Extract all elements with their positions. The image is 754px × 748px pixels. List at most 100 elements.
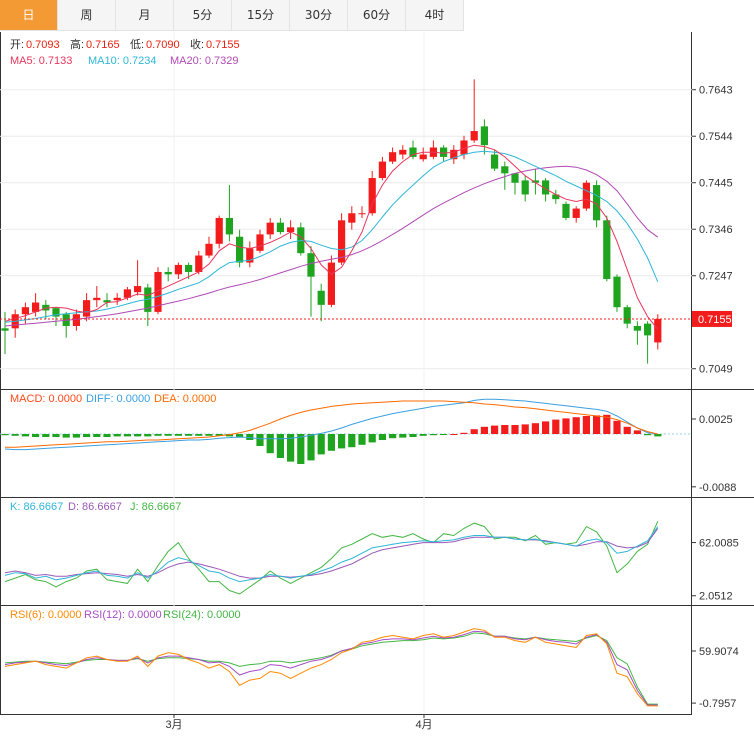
macd-bar	[521, 424, 529, 434]
candle[interactable]	[521, 180, 529, 195]
macd-bar	[429, 434, 437, 436]
candle[interactable]	[633, 325, 641, 331]
candle[interactable]	[603, 220, 611, 280]
candle[interactable]	[531, 180, 539, 183]
candle[interactable]	[654, 318, 662, 343]
candle[interactable]	[1, 328, 9, 331]
macd-bar	[113, 434, 121, 437]
tab-week[interactable]: 周	[58, 0, 116, 31]
candle[interactable]	[266, 222, 274, 235]
macd-bar	[531, 423, 539, 434]
macd-bar	[225, 434, 233, 437]
candle[interactable]	[562, 203, 570, 218]
candle[interactable]	[103, 300, 111, 303]
candle[interactable]	[21, 307, 29, 315]
low-label: 低:	[130, 38, 144, 51]
candle[interactable]	[154, 271, 162, 312]
candle[interactable]	[123, 289, 131, 298]
macd-bar	[154, 434, 162, 436]
candle[interactable]	[113, 297, 121, 301]
candle[interactable]	[174, 264, 182, 275]
rsi24-line	[4, 632, 658, 705]
tab-day[interactable]: 日	[0, 0, 58, 31]
candle[interactable]	[205, 243, 213, 256]
candle[interactable]	[83, 300, 91, 317]
macd-bar	[236, 434, 244, 438]
ma10-legend: MA10: 0.7234	[88, 55, 157, 67]
candle[interactable]	[93, 297, 101, 301]
tab-30min[interactable]: 30分	[290, 0, 348, 31]
candle[interactable]	[399, 149, 407, 155]
macd-bar	[378, 434, 386, 440]
macd-bar	[21, 434, 29, 437]
tab-5min[interactable]: 5分	[174, 0, 232, 31]
candle[interactable]	[256, 234, 264, 251]
candle[interactable]	[215, 217, 223, 244]
candle[interactable]	[552, 194, 560, 200]
tab-4hour[interactable]: 4时	[406, 0, 464, 31]
macd-bar	[389, 434, 397, 439]
candle[interactable]	[450, 149, 458, 160]
candle[interactable]	[327, 262, 335, 305]
tab-month[interactable]: 月	[116, 0, 174, 31]
candle[interactable]	[460, 140, 468, 155]
ma10-line	[4, 150, 659, 323]
candle[interactable]	[501, 166, 509, 174]
macd-bar	[276, 434, 284, 458]
candle[interactable]	[225, 217, 233, 235]
candle[interactable]	[389, 152, 397, 162]
candle[interactable]	[338, 220, 346, 263]
candle[interactable]	[164, 271, 172, 275]
candle[interactable]	[72, 314, 80, 326]
candle[interactable]	[572, 208, 580, 218]
candle[interactable]	[623, 307, 631, 324]
candle[interactable]	[644, 323, 652, 336]
current-price-label: 0.7155	[698, 314, 732, 326]
candle[interactable]	[613, 276, 621, 308]
candle[interactable]	[185, 264, 193, 272]
candle[interactable]	[52, 308, 60, 317]
rsi12-line	[4, 630, 658, 706]
candle[interactable]	[358, 213, 366, 215]
timeframe-tabs: 日 周 月 5分 15分 30分 60分 4时	[0, 0, 464, 32]
candle[interactable]	[440, 147, 448, 157]
candle[interactable]	[491, 154, 499, 169]
ma20-line	[4, 165, 659, 327]
open-label: 开:	[10, 39, 24, 51]
candle[interactable]	[480, 126, 488, 146]
candle[interactable]	[195, 255, 203, 272]
candle[interactable]	[582, 182, 590, 209]
x-label-march: 3月	[165, 719, 182, 731]
candle[interactable]	[419, 154, 427, 160]
tab-15min[interactable]: 15分	[232, 0, 290, 31]
candle[interactable]	[348, 213, 356, 223]
macd-bar	[613, 420, 621, 434]
candle[interactable]	[542, 180, 550, 195]
macd-bar	[470, 429, 478, 434]
macd-bar	[603, 414, 611, 434]
candle[interactable]	[236, 236, 244, 263]
candle[interactable]	[470, 131, 478, 141]
macd-bar	[246, 434, 254, 440]
candle[interactable]	[134, 286, 142, 293]
candle[interactable]	[246, 248, 254, 263]
kdj-legend-k: K: 86.6667	[10, 501, 63, 513]
macd-bar	[62, 434, 70, 438]
candle[interactable]	[276, 222, 284, 233]
y-tick-label: 0.7643	[699, 85, 733, 97]
candle[interactable]	[307, 253, 315, 277]
tab-60min[interactable]: 60分	[348, 0, 406, 31]
grid-lines	[0, 32, 692, 714]
macd-bar	[52, 434, 60, 437]
macd-bar	[409, 434, 417, 437]
candle[interactable]	[368, 178, 376, 214]
candle[interactable]	[511, 173, 519, 183]
candle[interactable]	[287, 227, 295, 233]
candle[interactable]	[378, 161, 386, 179]
candle[interactable]	[32, 302, 40, 312]
candle[interactable]	[593, 185, 601, 221]
y-tick-label: 2.0512	[699, 591, 733, 603]
candle[interactable]	[409, 147, 417, 157]
candle[interactable]	[317, 290, 325, 305]
